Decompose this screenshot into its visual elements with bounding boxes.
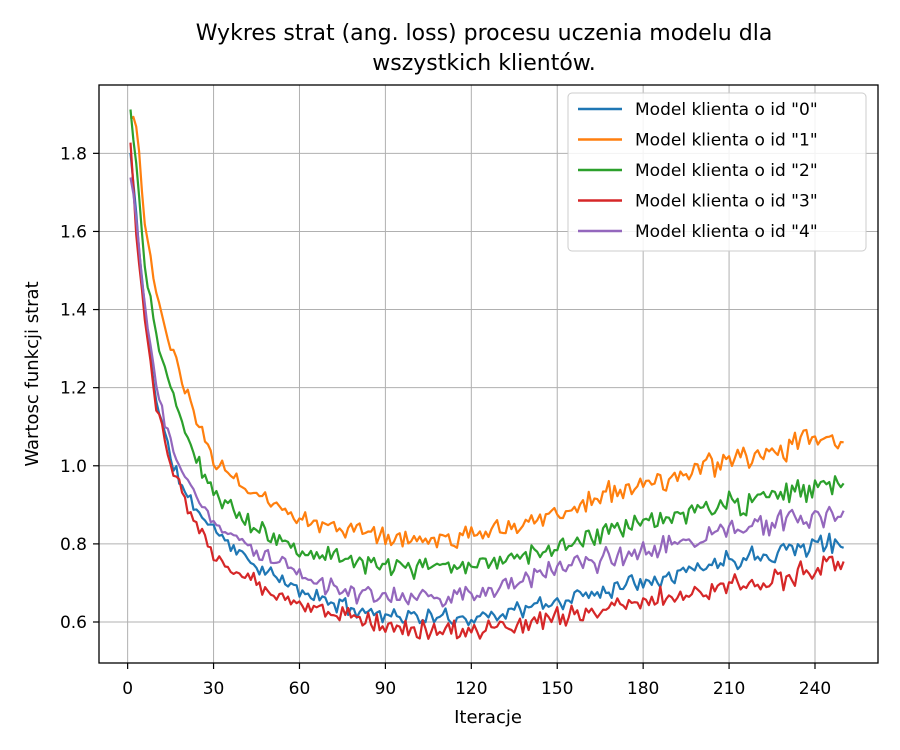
- chart-title-line-2: wszystkich klientów.: [372, 51, 596, 76]
- x-tick-label: 210: [713, 679, 745, 699]
- legend: Model klienta o id "0" Model klienta o id…: [567, 92, 867, 252]
- y-tick-label: 1.8: [60, 144, 87, 164]
- series-line-4: [129, 177, 845, 608]
- y-axis-label: Wartosc funkcji strat: [22, 281, 43, 466]
- x-tick-label: 60: [289, 679, 311, 699]
- y-tick-label: 1.6: [60, 222, 87, 242]
- y-tick-label: 0.6: [60, 613, 87, 633]
- series-lines: [129, 109, 845, 640]
- x-tick-label: 150: [541, 679, 573, 699]
- series-line-3: [129, 142, 845, 640]
- legend-label-1: Model klienta o id "1": [635, 131, 818, 151]
- y-axis-ticks: 0.6 0.8 1.0 1.2 1.4 1.6 1.8: [60, 144, 99, 633]
- chart-title-line-1: Wykres strat (ang. loss) procesu uczenia…: [196, 21, 773, 46]
- series-line-0: [129, 152, 845, 627]
- y-tick-label: 0.8: [60, 535, 87, 555]
- legend-label-0: Model klienta o id "0": [635, 100, 818, 120]
- x-tick-label: 30: [203, 679, 225, 699]
- legend-label-3: Model klienta o id "3": [635, 192, 818, 212]
- x-tick-label: 0: [122, 679, 133, 699]
- series-line-1: [129, 115, 844, 549]
- legend-label-2: Model klienta o id "2": [635, 161, 818, 181]
- x-tick-label: 180: [627, 679, 659, 699]
- legend-box: [567, 92, 867, 252]
- y-tick-label: 1.4: [60, 301, 87, 321]
- x-tick-label: 90: [375, 679, 397, 699]
- x-axis-ticks: 0 30 60 90 120 150 180 210 240: [122, 663, 831, 699]
- series-line-2: [129, 109, 845, 580]
- y-tick-label: 1.0: [60, 457, 87, 477]
- x-tick-label: 120: [455, 679, 487, 699]
- x-axis-label: Iteracje: [454, 707, 522, 728]
- legend-label-4: Model klienta o id "4": [635, 222, 818, 242]
- y-tick-label: 1.2: [60, 379, 87, 399]
- x-tick-label: 240: [799, 679, 831, 699]
- plot-frame: [98, 84, 879, 664]
